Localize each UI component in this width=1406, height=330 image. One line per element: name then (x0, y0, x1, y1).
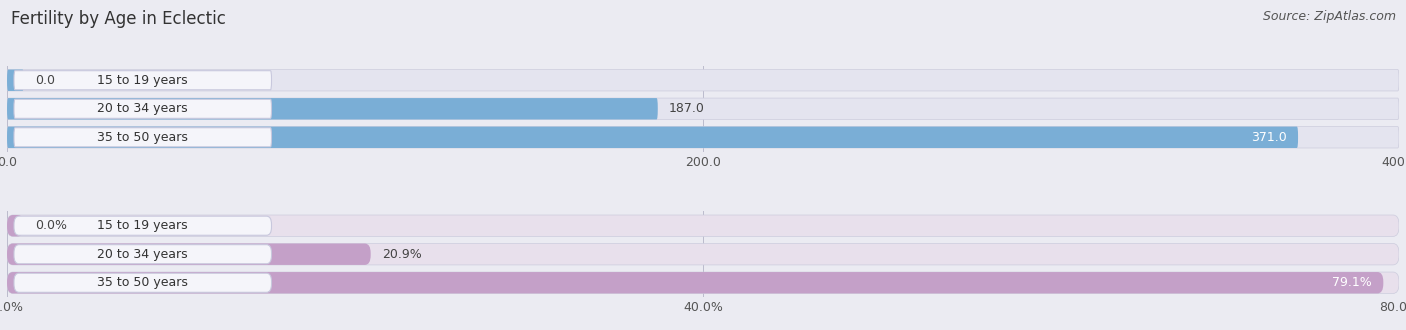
FancyBboxPatch shape (14, 245, 271, 264)
FancyBboxPatch shape (14, 273, 271, 292)
FancyBboxPatch shape (7, 244, 1399, 265)
FancyBboxPatch shape (7, 98, 1399, 119)
Text: 20 to 34 years: 20 to 34 years (97, 102, 188, 115)
FancyBboxPatch shape (14, 216, 271, 235)
FancyBboxPatch shape (7, 98, 658, 119)
Text: 35 to 50 years: 35 to 50 years (97, 131, 188, 144)
Text: 15 to 19 years: 15 to 19 years (97, 219, 188, 232)
Text: 15 to 19 years: 15 to 19 years (97, 74, 188, 87)
Text: 79.1%: 79.1% (1333, 276, 1372, 289)
FancyBboxPatch shape (7, 215, 24, 236)
Text: 0.0: 0.0 (35, 74, 55, 87)
Text: 0.0%: 0.0% (35, 219, 67, 232)
Text: 20 to 34 years: 20 to 34 years (97, 248, 188, 261)
Text: 35 to 50 years: 35 to 50 years (97, 276, 188, 289)
FancyBboxPatch shape (14, 128, 271, 147)
FancyBboxPatch shape (7, 244, 371, 265)
FancyBboxPatch shape (7, 215, 1399, 236)
FancyBboxPatch shape (7, 127, 1399, 148)
FancyBboxPatch shape (14, 71, 271, 90)
Text: Fertility by Age in Eclectic: Fertility by Age in Eclectic (11, 10, 226, 28)
Text: Source: ZipAtlas.com: Source: ZipAtlas.com (1263, 10, 1396, 23)
FancyBboxPatch shape (7, 70, 1399, 91)
FancyBboxPatch shape (14, 99, 271, 118)
FancyBboxPatch shape (7, 127, 1298, 148)
FancyBboxPatch shape (7, 272, 1384, 293)
FancyBboxPatch shape (7, 70, 24, 91)
Text: 20.9%: 20.9% (382, 248, 422, 261)
Text: 371.0: 371.0 (1251, 131, 1286, 144)
Text: 187.0: 187.0 (669, 102, 704, 115)
FancyBboxPatch shape (7, 272, 1399, 293)
